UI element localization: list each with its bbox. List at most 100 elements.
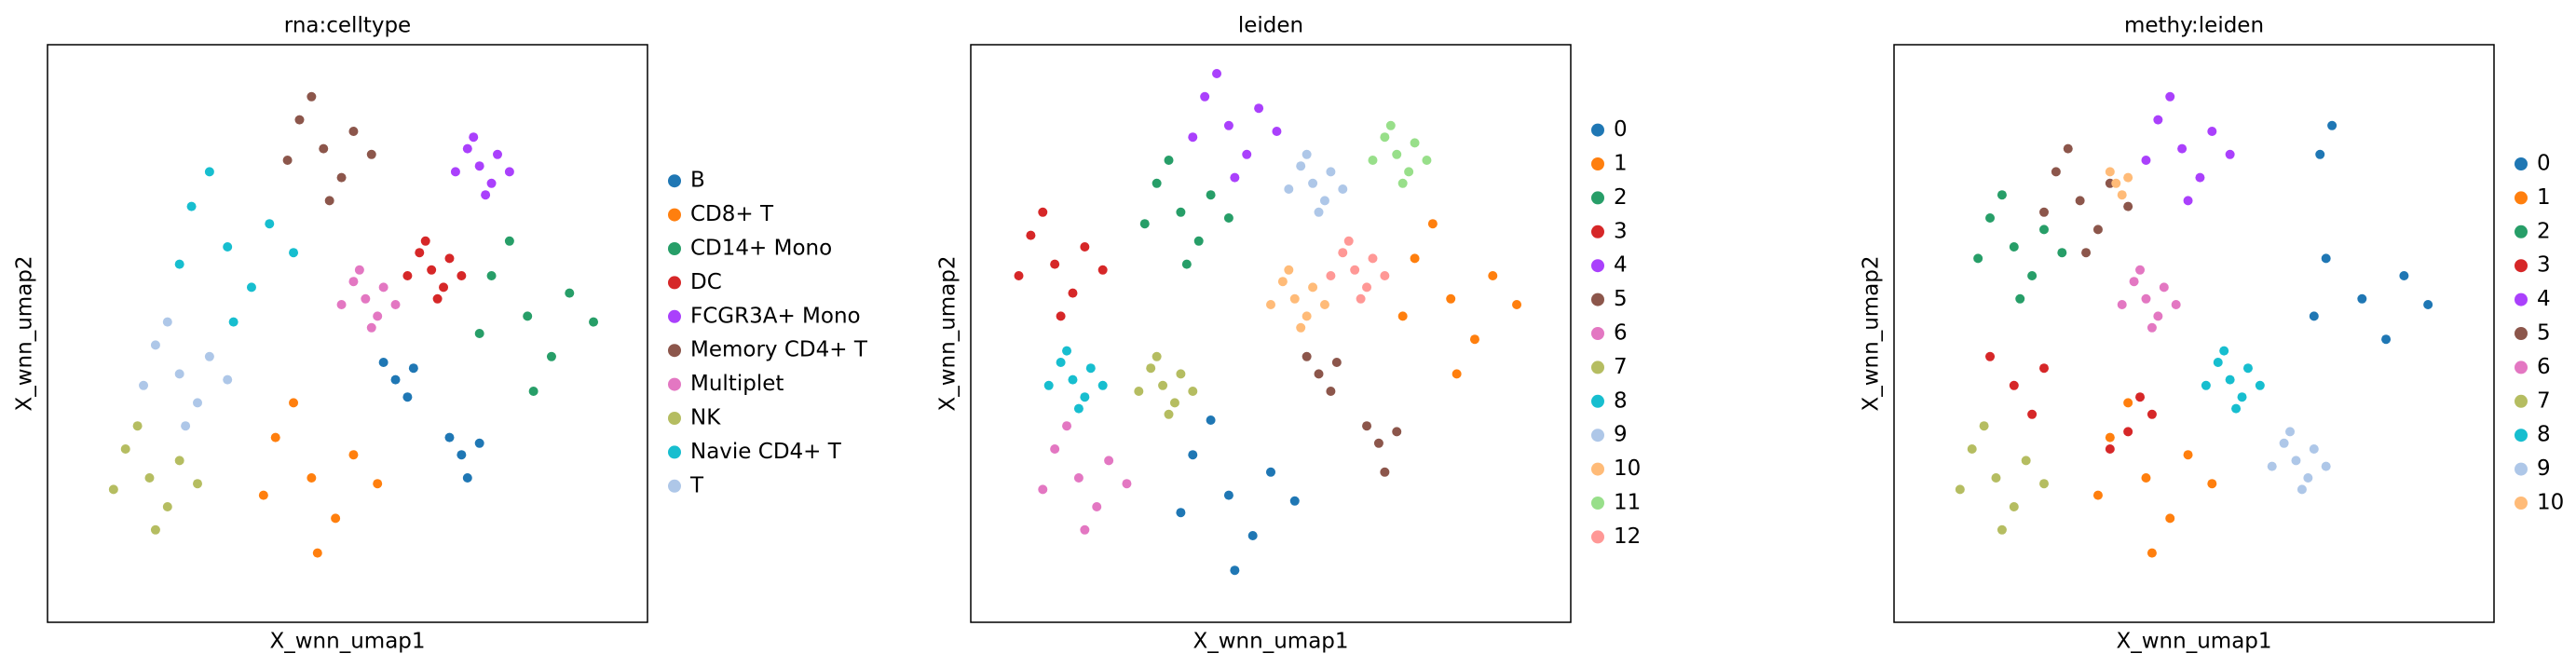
- data-point: [1080, 242, 1090, 252]
- legend-label: 10: [1614, 456, 1641, 481]
- data-point: [1380, 467, 1390, 477]
- data-point: [408, 363, 418, 374]
- legend-label: 3: [2537, 253, 2551, 278]
- legend-label: 6: [1614, 321, 1628, 346]
- data-point: [2123, 398, 2133, 408]
- data-point: [1254, 103, 1264, 114]
- data-point: [1062, 346, 1072, 356]
- data-point: [1223, 213, 1233, 223]
- data-point: [1188, 387, 1198, 396]
- data-point: [1206, 190, 1216, 200]
- data-point: [1446, 293, 1456, 304]
- legend-marker: [1591, 327, 1604, 340]
- legend-marker: [668, 309, 681, 323]
- data-point: [2153, 115, 2163, 125]
- data-point: [312, 548, 322, 558]
- data-point: [1427, 219, 1438, 229]
- legend-label: 5: [1614, 287, 1628, 311]
- data-point: [1326, 167, 1336, 177]
- data-point: [336, 300, 347, 309]
- data-point: [1284, 265, 1294, 275]
- data-point: [1314, 207, 1324, 217]
- legend-label: 12: [1614, 524, 1641, 549]
- data-point: [1038, 207, 1048, 217]
- legend-label: CD14+ Mono: [690, 237, 832, 261]
- data-point: [1392, 427, 1402, 437]
- data-point: [415, 248, 425, 258]
- data-point: [565, 288, 575, 298]
- data-point: [1050, 444, 1060, 454]
- data-point: [289, 398, 299, 408]
- legend-label: 9: [2537, 456, 2551, 481]
- data-point: [1068, 288, 1078, 298]
- legend-label: 4: [2537, 287, 2551, 311]
- data-point: [2242, 363, 2253, 374]
- data-point: [1991, 473, 2001, 483]
- data-point: [1152, 351, 1162, 361]
- data-point: [1319, 196, 1329, 206]
- legend-label: 2: [1614, 185, 1628, 210]
- data-point: [1343, 236, 1354, 246]
- data-point: [2063, 143, 2073, 154]
- data-point: [444, 253, 455, 264]
- legend-marker: [668, 276, 681, 290]
- data-point: [1452, 369, 1462, 379]
- data-point: [1380, 132, 1390, 143]
- data-point: [2105, 432, 2115, 442]
- data-point: [120, 444, 130, 454]
- legend-marker: [2515, 157, 2528, 170]
- data-point: [439, 282, 449, 293]
- data-point: [2135, 392, 2146, 402]
- legend-label: 1: [1614, 152, 1628, 176]
- data-point: [1247, 531, 1258, 540]
- data-point: [1193, 236, 1204, 246]
- data-point: [1062, 421, 1072, 431]
- data-point: [150, 340, 160, 350]
- data-point: [1097, 265, 1108, 275]
- data-point: [2075, 196, 2085, 206]
- data-point: [162, 317, 172, 327]
- data-point: [462, 143, 472, 154]
- panel: rna:celltype X_wnn_umap1 X_wnn_umap2 B CD8+ …: [13, 14, 868, 654]
- data-point: [2237, 392, 2247, 402]
- data-point: [2285, 427, 2296, 437]
- data-point: [1422, 156, 1432, 165]
- data-point: [2141, 473, 2151, 483]
- data-point: [2111, 178, 2121, 188]
- data-point: [474, 161, 484, 171]
- data-point: [1308, 178, 1318, 188]
- data-point: [427, 265, 437, 275]
- data-point: [481, 190, 491, 200]
- legend-marker: [668, 242, 681, 255]
- legend-marker: [668, 479, 681, 493]
- data-point: [331, 513, 341, 524]
- data-point: [223, 242, 233, 252]
- data-point: [2159, 282, 2169, 293]
- data-point: [420, 236, 430, 246]
- data-point: [1397, 178, 1408, 188]
- data-point: [2123, 201, 2133, 211]
- legend-label: 10: [2537, 491, 2564, 515]
- data-point: [282, 156, 293, 165]
- legend-marker: [1591, 530, 1604, 544]
- data-point: [258, 490, 268, 500]
- data-point: [1097, 380, 1108, 390]
- data-point: [2315, 149, 2325, 159]
- data-point: [1092, 502, 1102, 511]
- data-point: [1230, 565, 1240, 576]
- legend-marker: [668, 377, 681, 391]
- data-point: [1373, 438, 1383, 448]
- legend-marker: [668, 445, 681, 459]
- data-point: [474, 329, 484, 338]
- data-point: [2309, 311, 2319, 321]
- data-point: [181, 421, 191, 431]
- data-point: [319, 143, 329, 154]
- data-point: [1038, 484, 1048, 495]
- data-point: [204, 167, 214, 177]
- data-point: [1080, 524, 1090, 535]
- data-point: [2207, 127, 2217, 136]
- data-point: [1362, 421, 1372, 431]
- data-point: [223, 374, 233, 385]
- data-point: [361, 293, 371, 304]
- data-point: [2015, 293, 2025, 304]
